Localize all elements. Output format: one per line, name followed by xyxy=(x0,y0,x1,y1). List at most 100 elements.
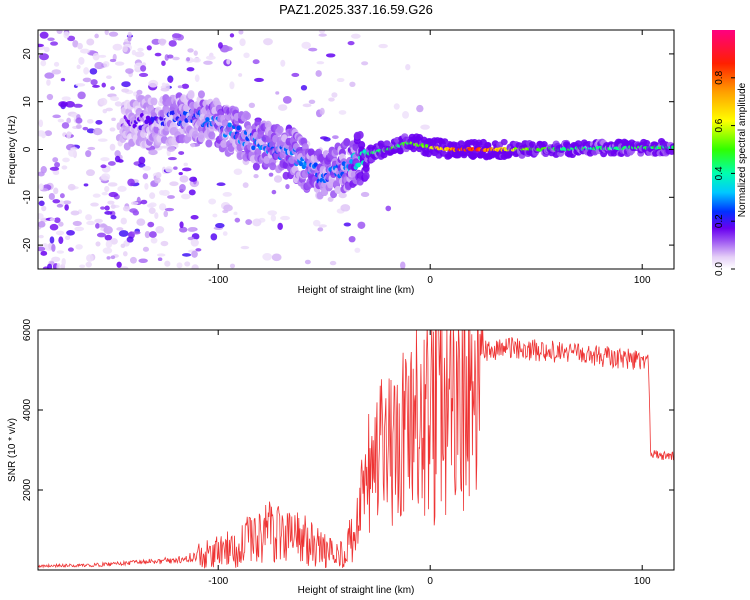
spectrogram-noise-blob xyxy=(80,48,90,54)
spectrogram-y-tick-label: -20 xyxy=(22,237,33,252)
spectrogram-noise-blob xyxy=(240,245,250,250)
spectrogram-noise-blob xyxy=(148,79,159,88)
spectrogram-noise-blob xyxy=(385,205,392,212)
spectrogram-noise-blob xyxy=(203,60,213,65)
spectrogram-noise-blob xyxy=(160,87,170,92)
spectrogram-noise-blob xyxy=(109,143,116,151)
colorbar-tick-label: 0.2 xyxy=(714,214,725,228)
spectrogram-noise-blob xyxy=(238,30,244,35)
spectrogram-noise-blob xyxy=(420,124,430,130)
spectrogram-ridge-halo xyxy=(383,140,391,147)
spectrogram-noise-blob xyxy=(51,243,56,252)
spectrogram-noise-blob xyxy=(171,33,182,39)
spectrogram-noise-blob xyxy=(282,95,292,104)
spectrogram-noise-blob xyxy=(338,110,347,115)
spectrogram-x-label: Height of straight line (km) xyxy=(298,285,415,296)
spectrogram-noise-blob xyxy=(167,195,175,199)
spectrogram-noise-blob xyxy=(104,234,113,241)
spectrogram-noise-blob xyxy=(107,182,118,187)
spectrogram-noise-blob xyxy=(67,183,76,191)
spectrogram-noise-blob xyxy=(205,55,216,60)
spectrogram-noise-blob xyxy=(331,92,338,98)
spectrogram-noise-blob xyxy=(179,175,189,183)
spectrogram-noise-blob xyxy=(168,40,177,47)
spectrogram-noise-blob xyxy=(178,151,185,155)
spectrogram-noise-blob xyxy=(53,61,60,67)
snr-panel: -100 0 100 2000 4000 6000 Height of straight… xyxy=(7,318,675,596)
spectrogram-noise-blob xyxy=(181,167,192,172)
snr-y-label: SNR (10 * v/v) xyxy=(7,418,18,482)
spectrogram-noise-blob xyxy=(155,172,162,179)
spectrogram-noise-blob xyxy=(193,50,198,56)
spectrogram-noise-blob xyxy=(47,37,55,42)
spectrogram-noise-blob xyxy=(151,38,161,45)
spectrogram-noise-blob xyxy=(109,58,117,63)
spectrogram-ridge-halo xyxy=(457,140,465,147)
spectrogram-noise-blob xyxy=(104,185,110,193)
spectrogram-noise-blob xyxy=(82,126,89,131)
spectrogram-noise-blob xyxy=(150,237,158,244)
spectrogram-noise-blob xyxy=(164,260,171,267)
colorbar-tick-label: 0.6 xyxy=(714,118,725,132)
spectrogram-ridge-core xyxy=(671,145,674,150)
spectrogram-noise-blob xyxy=(325,53,336,58)
spectrogram-noise-blob xyxy=(142,246,150,252)
spectrogram-noise-blob xyxy=(121,88,130,93)
spectrogram-noise-blob xyxy=(110,86,115,91)
snr-x-ticks: -100 0 100 xyxy=(208,330,651,587)
spectrogram-noise-blob xyxy=(86,38,95,46)
spectrogram-ridge-halo xyxy=(197,131,205,140)
spectrogram-noise-blob xyxy=(186,67,195,72)
spectrogram-y-tick-label: -10 xyxy=(22,190,33,205)
spectrogram-noise-blob xyxy=(136,89,143,95)
spectrogram-noise-blob xyxy=(96,232,106,238)
spectrogram-noise-blob xyxy=(104,205,110,211)
spectrogram-noise-blob xyxy=(168,77,173,84)
spectrogram-noise-blob xyxy=(41,205,47,212)
spectrogram-noise-blob xyxy=(393,103,400,110)
spectrogram-noise-blob xyxy=(56,30,63,34)
spectrogram-noise-blob xyxy=(280,59,286,67)
spectrogram-noise-blob xyxy=(300,84,308,91)
spectrogram-noise-blob xyxy=(161,145,168,149)
spectrogram-noise-blob xyxy=(180,193,191,200)
spectrogram-noise-blob xyxy=(38,213,44,220)
colorbar: 0.0 0.2 0.4 0.6 0.8 Normalized spectral ampl… xyxy=(712,30,748,276)
spectrogram-ridge-halo xyxy=(197,90,205,99)
spectrogram-noise-blob xyxy=(40,166,47,174)
spectrogram-noise-blob xyxy=(110,96,120,102)
spectrogram-noise-blob xyxy=(122,205,131,212)
spectrogram-noise-blob xyxy=(140,199,148,205)
spectrogram-noise-blob xyxy=(61,96,71,101)
spectrogram-ridge-halo xyxy=(334,186,342,195)
spectrogram-noise-blob xyxy=(187,227,196,233)
spectrogram-noise-blob xyxy=(92,127,103,136)
spectrogram-noise-blob xyxy=(38,220,46,228)
spectrogram-ridge-halo xyxy=(221,119,229,128)
spectrogram-noise-blob xyxy=(165,166,173,173)
spectrogram-y-tick-label: 20 xyxy=(22,48,33,60)
spectrogram-noise-blob xyxy=(210,233,218,241)
spectrogram-x-tick-label: 0 xyxy=(427,275,433,286)
spectrogram-noise-blob xyxy=(66,117,72,124)
spectrogram-noise-blob xyxy=(157,38,167,45)
spectrogram-ridge-core xyxy=(356,162,361,168)
spectrogram-noise-blob xyxy=(99,97,108,106)
spectrogram-noise-blob xyxy=(138,72,149,78)
spectrogram-noise-blob xyxy=(62,157,70,163)
spectrogram-noise-blob xyxy=(277,104,288,111)
spectrogram-noise-blob xyxy=(327,196,334,202)
spectrogram-ridge-halo xyxy=(460,151,468,159)
spectrogram-noise-blob xyxy=(138,258,148,264)
spectrogram-ridge-halo xyxy=(288,155,296,164)
spectrogram-noise-blob xyxy=(101,82,106,88)
spectrogram-noise-blob xyxy=(317,227,324,232)
spectrogram-noise-blob xyxy=(178,172,183,176)
spectrogram-noise-blob xyxy=(75,117,83,124)
spectrogram-noise-blob xyxy=(51,256,61,262)
spectrogram-noise-blob xyxy=(304,259,311,265)
spectrogram-noise-blob xyxy=(111,117,116,122)
spectrogram-noise-blob xyxy=(79,264,86,269)
spectrogram-noise-blob xyxy=(319,107,325,116)
